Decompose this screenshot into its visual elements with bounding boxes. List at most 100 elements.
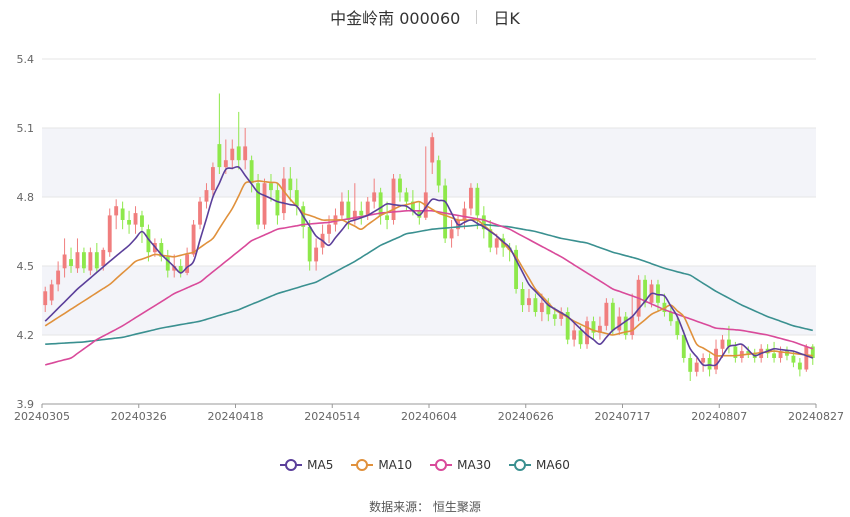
candle-body (714, 348, 718, 370)
candle-body (281, 178, 286, 214)
candle-body (772, 353, 777, 358)
x-tick-label: 20240807 (691, 410, 747, 423)
candle-body (701, 358, 706, 363)
candle-body (643, 279, 648, 303)
candlestick-chart[interactable]: 3.9 4.2 4.5 4.8 5.1 5.4 20240305 20240326 202404… (0, 0, 850, 440)
candle-body (101, 249, 106, 266)
legend-label-ma10: MA10 (378, 458, 413, 472)
candle-body (462, 208, 467, 220)
candle-body (552, 314, 557, 319)
legend-label-ma5: MA5 (307, 458, 334, 472)
grid-band (42, 128, 816, 197)
candle-body (217, 144, 222, 168)
candle-body (346, 201, 351, 220)
candle-body (597, 325, 602, 333)
x-tick-label: 20240305 (14, 410, 70, 423)
candle-body (694, 362, 699, 372)
y-tick-label: 5.1 (17, 122, 35, 135)
candle-body (120, 208, 125, 220)
y-tick-label: 4.5 (17, 260, 35, 273)
candle-body (546, 302, 551, 315)
candle-body (43, 291, 48, 306)
candle-body (314, 247, 319, 262)
x-tick-label: 20240326 (111, 410, 167, 423)
candle-body (378, 192, 383, 216)
candle-body (107, 215, 112, 253)
candle-body (236, 146, 241, 161)
candle-body (617, 316, 622, 331)
candle-body (604, 302, 609, 326)
candle-body (185, 254, 190, 273)
candle-body (585, 321, 589, 345)
candle-body (94, 252, 99, 269)
candle-body (339, 201, 344, 216)
candle-body (262, 183, 267, 225)
candle-body (81, 252, 86, 269)
chart-title: 中金岭南 000060 (330, 9, 461, 28)
candle-body (623, 316, 628, 335)
y-tick-label: 4.8 (17, 191, 35, 204)
candle-body (675, 321, 680, 335)
candle-body (791, 355, 796, 363)
candle-body (133, 213, 138, 225)
candle-body (572, 330, 577, 340)
candle-body (610, 302, 615, 331)
candle-body (62, 254, 67, 269)
candle-body (404, 192, 409, 202)
candle-body (733, 346, 738, 358)
legend-label-ma60: MA60 (536, 458, 570, 472)
candle-body (165, 256, 170, 271)
x-tick-label: 20240717 (595, 410, 651, 423)
candle-body (436, 160, 441, 186)
candle-body (114, 206, 119, 216)
candle-body (520, 289, 525, 306)
legend-symbol-ma30 (430, 459, 453, 471)
title-separator (476, 10, 478, 24)
candle-body (307, 226, 312, 262)
candle-body (430, 137, 435, 163)
candle-body (726, 339, 731, 347)
y-tick-label: 5.4 (17, 53, 35, 66)
candle-body (417, 210, 422, 218)
candle-body (56, 270, 61, 285)
candle-body (539, 302, 544, 312)
candle-body (172, 266, 177, 271)
candle-body (178, 266, 183, 273)
candle-body (565, 312, 570, 340)
candle-body (223, 160, 228, 168)
candle-body (230, 148, 235, 161)
candle-body (656, 284, 660, 303)
candle-body (443, 185, 448, 239)
candle-body (559, 312, 564, 319)
candle-body (327, 224, 331, 234)
candle-body (746, 351, 751, 354)
data-source-note: 数据来源： 恒生聚源 (369, 500, 481, 514)
candle-body (146, 229, 151, 253)
x-tick-label: 20240626 (498, 410, 554, 423)
candle-body (707, 358, 712, 370)
candle-body (475, 187, 480, 216)
candle-body (372, 192, 377, 202)
candle-body (688, 358, 693, 372)
candle-body (210, 167, 215, 191)
candle-body (75, 252, 80, 269)
candle-body (804, 346, 809, 370)
candle-body (243, 146, 248, 161)
candle-body (797, 362, 802, 370)
candle-body (385, 215, 390, 220)
legend-item-ma5[interactable]: MA5 (280, 458, 333, 472)
legend-item-ma30[interactable]: MA30 (430, 458, 491, 472)
candle-body (159, 243, 164, 257)
legend-item-ma60[interactable]: MA60 (509, 458, 570, 472)
candle-body (140, 215, 144, 227)
candle-body (778, 351, 783, 358)
series-line-ma10 (44, 180, 813, 357)
candle-body (88, 252, 93, 271)
candle-body (191, 224, 196, 255)
chart-period: 日K (493, 9, 520, 28)
candle-body (359, 210, 364, 216)
candle-body (533, 298, 538, 312)
legend-item-ma10[interactable]: MA10 (351, 458, 412, 472)
candle-body (249, 160, 254, 184)
chart-title-row: 中金岭南 000060 日K (0, 5, 850, 29)
